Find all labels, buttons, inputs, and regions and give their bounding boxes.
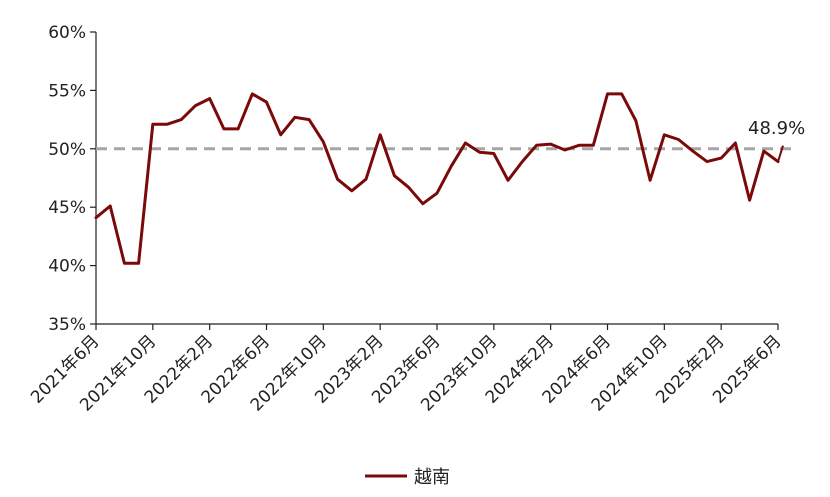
- y-axis: 35% 40% 45% 50% 55% 60%: [48, 23, 97, 335]
- last-value-annotation: 48.9%: [748, 118, 805, 139]
- y-tick-label: 55%: [48, 81, 86, 101]
- legend: 越南: [365, 467, 450, 488]
- y-tick-label: 60%: [48, 23, 86, 43]
- y-tick-label: 50%: [48, 140, 86, 160]
- y-tick-label: 35%: [48, 315, 86, 335]
- annotation-leader: [777, 145, 784, 162]
- legend-label: 越南: [414, 467, 450, 488]
- x-axis: 2021年6月2021年10月2022年2月2022年6月2022年10月202…: [27, 323, 786, 415]
- series-line: [94, 92, 780, 265]
- y-tick-label: 40%: [48, 257, 86, 277]
- y-tick-label: 45%: [48, 198, 86, 218]
- series-group: [94, 92, 784, 265]
